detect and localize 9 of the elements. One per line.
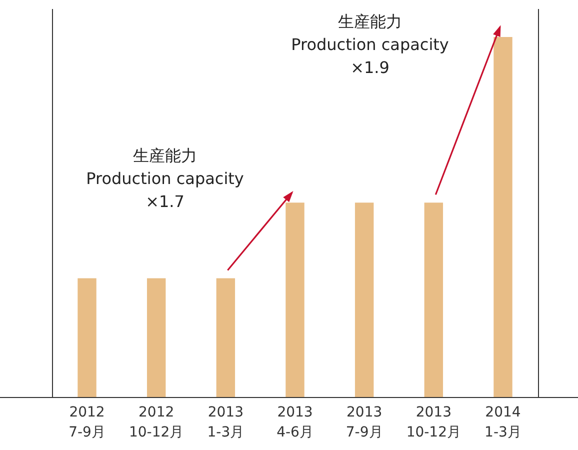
x-tick-label: 2013 1-3月: [207, 404, 244, 440]
x-tick-label: 2013 4-6月: [276, 404, 314, 440]
x-tick-label: 2014 1-3月: [484, 404, 522, 440]
x-tick-label: 2012 10-12月: [128, 404, 184, 440]
annotation: 生産能力 Production capacity ×1.7: [86, 146, 244, 211]
x-tick-label: 2013 10-12月: [406, 404, 462, 440]
annotation: 生産能力 Production capacity ×1.9: [291, 12, 449, 77]
x-tick-label: 2012 7-9月: [68, 404, 106, 440]
x-tick-label: 2013 7-9月: [346, 404, 383, 440]
